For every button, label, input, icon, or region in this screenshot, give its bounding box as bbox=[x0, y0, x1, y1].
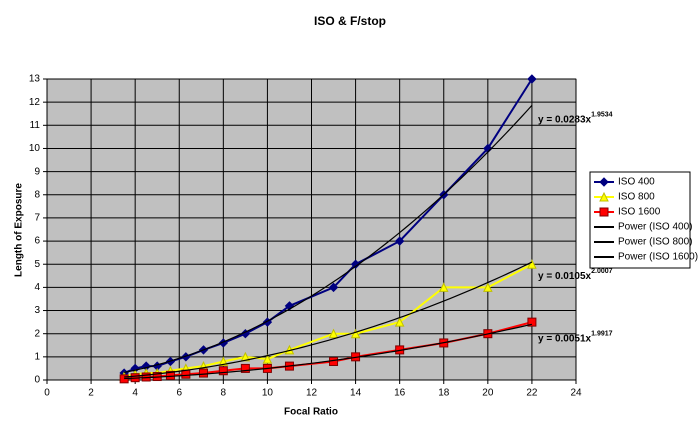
y-tick-label: 7 bbox=[34, 213, 40, 224]
y-tick-label: 11 bbox=[30, 120, 41, 131]
marker bbox=[240, 363, 250, 373]
trendline-equation: y = 0.0283x1.9534 bbox=[538, 111, 613, 125]
equation-exponent: 1.9534 bbox=[591, 111, 613, 118]
legend: ISO 400 ISO 800 ISO 1600 Power (ISO 400) Pow… bbox=[589, 171, 698, 269]
marker bbox=[218, 366, 228, 376]
x-tick-label: 8 bbox=[221, 388, 227, 399]
marker bbox=[350, 259, 361, 269]
x-tick-label: 24 bbox=[570, 388, 582, 399]
marker bbox=[328, 282, 339, 293]
x-tick-label: 22 bbox=[526, 388, 538, 399]
equation-text: y = 0.0283x bbox=[538, 114, 592, 125]
y-tick-label: 1 bbox=[34, 351, 40, 362]
y-tick-label: 5 bbox=[34, 259, 40, 270]
equation-text: y = 0.0051x bbox=[538, 333, 592, 344]
y-tick-label: 10 bbox=[29, 143, 41, 154]
legend-box bbox=[589, 171, 691, 269]
marker bbox=[599, 207, 609, 217]
x-tick-label: 6 bbox=[176, 388, 182, 399]
legend-label: ISO 1600 bbox=[618, 207, 661, 218]
marker bbox=[329, 356, 339, 366]
equation-exponent: 1.9917 bbox=[591, 330, 613, 337]
trendline bbox=[124, 323, 533, 380]
y-axis-title: Length of Exposure bbox=[14, 183, 25, 277]
marker bbox=[198, 368, 208, 378]
y-tick-label: 6 bbox=[34, 236, 40, 247]
trendline-equation: y = 0.0051x1.9917 bbox=[538, 330, 613, 344]
y-tick-label: 13 bbox=[29, 74, 41, 85]
marker bbox=[262, 354, 273, 364]
marker bbox=[350, 328, 361, 339]
equation-text: y = 0.0105x bbox=[538, 271, 592, 282]
marker bbox=[438, 282, 449, 292]
x-tick-label: 4 bbox=[132, 388, 138, 399]
legend-label: Power (ISO 800) bbox=[618, 237, 692, 248]
trendline bbox=[124, 261, 533, 378]
y-tick-label: 4 bbox=[34, 282, 40, 293]
marker bbox=[527, 259, 537, 269]
x-tick-label: 0 bbox=[44, 388, 50, 399]
marker bbox=[599, 191, 609, 202]
marker bbox=[483, 282, 493, 292]
trendline-equation: y = 0.0105x2.0007 bbox=[538, 268, 613, 282]
marker bbox=[527, 74, 537, 84]
marker bbox=[599, 177, 609, 187]
marker bbox=[165, 370, 175, 380]
y-tick-label: 2 bbox=[34, 328, 40, 339]
legend-label: ISO 800 bbox=[618, 192, 655, 203]
marker bbox=[527, 317, 537, 327]
x-tick-label: 10 bbox=[262, 388, 274, 399]
marker bbox=[394, 236, 405, 246]
x-tick-label: 12 bbox=[306, 388, 318, 399]
x-tick-label: 20 bbox=[482, 388, 494, 399]
legend-label: Power (ISO 1600) bbox=[618, 252, 698, 263]
marker bbox=[394, 316, 405, 327]
y-tick-label: 0 bbox=[34, 375, 40, 386]
chart-title: ISO & F/stop bbox=[314, 14, 386, 28]
x-tick-label: 18 bbox=[438, 388, 450, 399]
marker bbox=[181, 369, 191, 379]
y-tick-label: 9 bbox=[34, 166, 40, 177]
trendline bbox=[124, 104, 533, 374]
equation-exponent: 2.0007 bbox=[591, 268, 613, 275]
x-tick-label: 14 bbox=[350, 388, 362, 399]
x-axis-title: Focal Ratio bbox=[284, 407, 338, 418]
y-tick-label: 3 bbox=[34, 305, 40, 316]
legend-label: ISO 400 bbox=[618, 177, 655, 188]
y-tick-label: 8 bbox=[34, 189, 40, 200]
marker bbox=[328, 328, 339, 339]
legend-label: Power (ISO 400) bbox=[618, 222, 692, 233]
x-tick-label: 2 bbox=[88, 388, 94, 399]
x-tick-label: 16 bbox=[394, 388, 406, 399]
y-tick-label: 12 bbox=[29, 97, 41, 108]
